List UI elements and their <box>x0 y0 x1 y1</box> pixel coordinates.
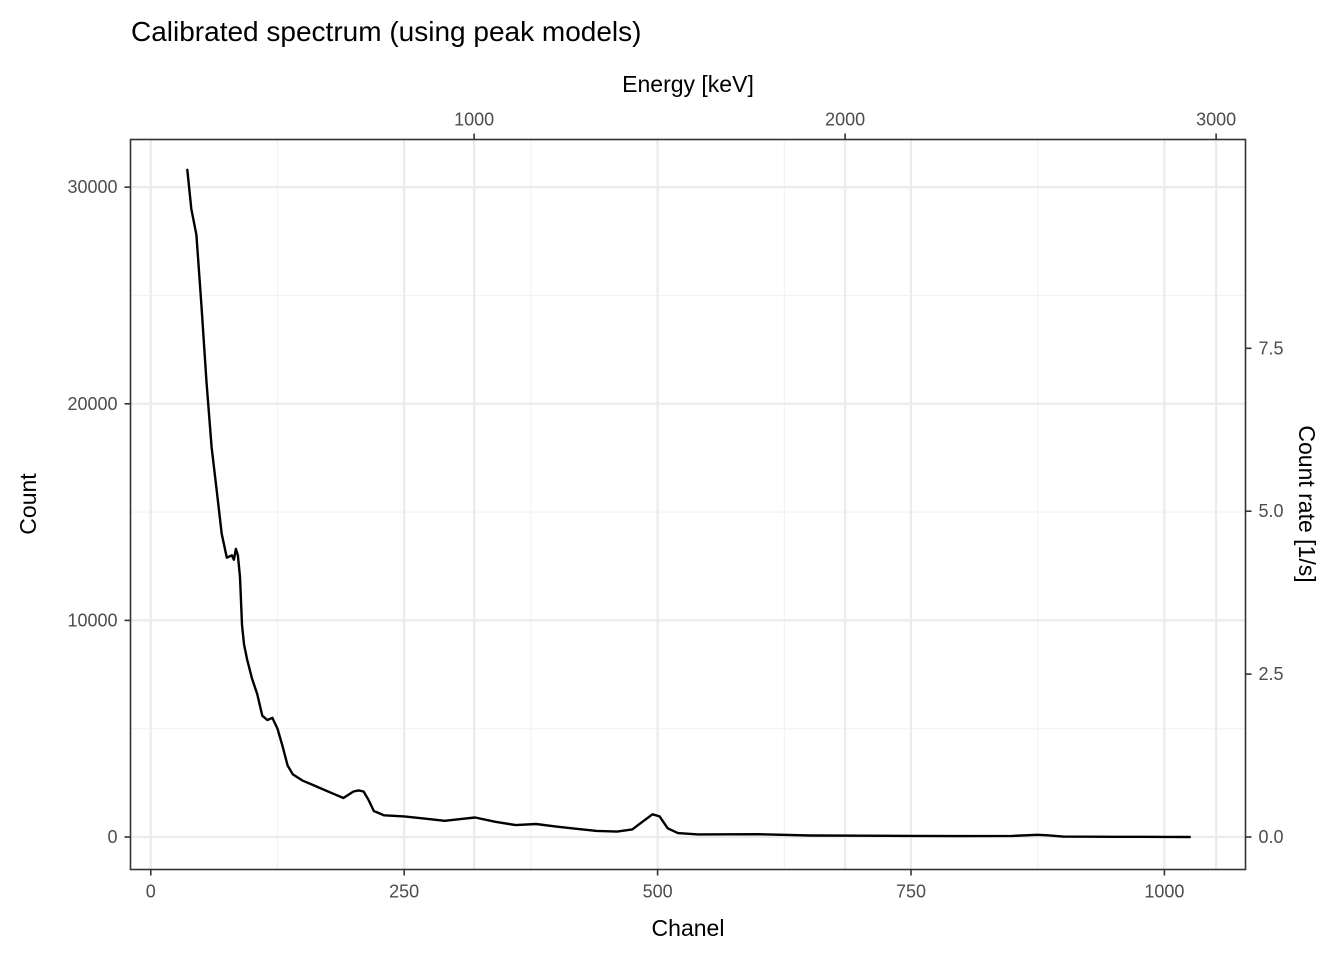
x-tick-label: 750 <box>896 882 926 902</box>
rate-tick-label: 2.5 <box>1259 664 1284 684</box>
energy-tick-label: 1000 <box>454 110 494 130</box>
y-axis-title: Count <box>15 473 41 535</box>
series-layer <box>186 168 1192 839</box>
series-line-0 <box>186 168 1192 839</box>
y-tick-label: 0 <box>107 827 117 847</box>
y-tick-label: 10000 <box>67 610 117 630</box>
y-tick-label: 20000 <box>67 394 117 414</box>
chart-title: Calibrated spectrum (using peak models) <box>131 16 641 47</box>
rate-tick-label: 7.5 <box>1259 338 1284 358</box>
energy-tick-label: 2000 <box>825 110 865 130</box>
energy-tick-label: 3000 <box>1196 110 1236 130</box>
x-tick-label: 0 <box>146 882 156 902</box>
x-axis-title: Chanel <box>652 915 725 941</box>
x-tick-label: 1000 <box>1144 882 1184 902</box>
x-tick-label: 500 <box>643 882 673 902</box>
rate-tick-label: 0.0 <box>1259 827 1284 847</box>
top-axis-title: Energy [keV] <box>622 71 754 97</box>
y-tick-label: 30000 <box>67 177 117 197</box>
rate-tick-label: 5.0 <box>1259 501 1284 521</box>
right-axis-title: Count rate [1/s] <box>1294 425 1320 582</box>
x-tick-label: 250 <box>389 882 419 902</box>
plot-border <box>129 138 1247 871</box>
